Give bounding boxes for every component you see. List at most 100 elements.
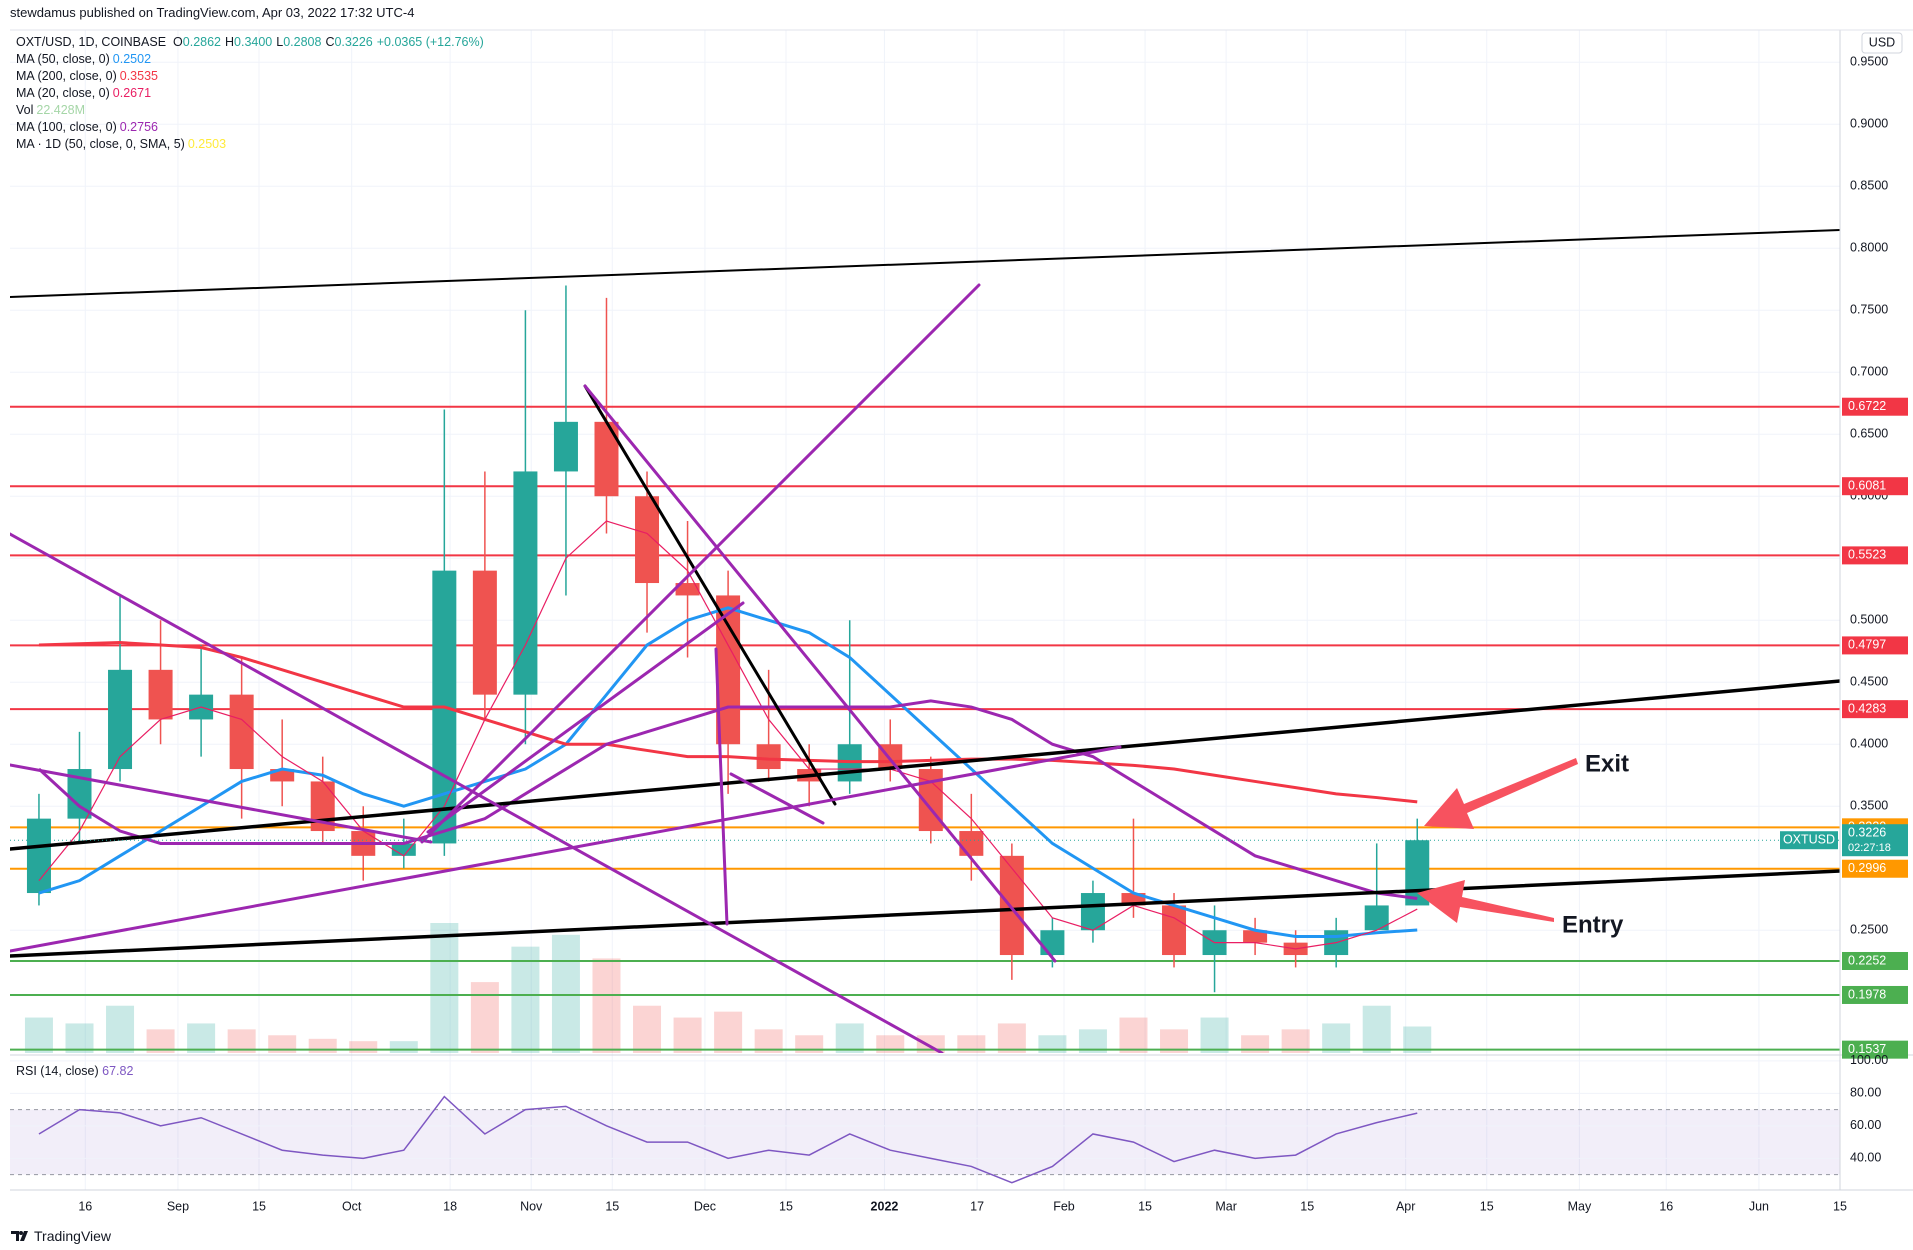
legend-name: MA (20, close, 0) <box>16 86 110 100</box>
trendline <box>583 384 837 806</box>
currency: USD <box>1869 35 1895 49</box>
ma-line <box>38 520 1418 950</box>
legend-value: 0.2756 <box>119 120 158 134</box>
candle-body <box>675 583 700 596</box>
ma-line <box>38 606 1418 938</box>
legend-value: 0.3535 <box>119 69 158 83</box>
x-tick-label: 15 <box>779 1199 793 1213</box>
trendline <box>10 532 944 1053</box>
y-tick-label: 0.8000 <box>1850 241 1888 255</box>
legend-name: MA · 1D (50, close, 0, SMA, 5) <box>16 137 185 151</box>
entry-arrow <box>1417 880 1554 923</box>
volume-bar <box>876 1035 905 1053</box>
x-tick-label: 15 <box>605 1199 619 1213</box>
rsi-pane <box>10 1060 1840 1184</box>
legend-name: RSI (14, close) <box>16 1064 99 1078</box>
rsi-line <box>38 1095 1418 1184</box>
volume-bar <box>835 1023 864 1053</box>
level-label: 0.2252 <box>1848 953 1886 967</box>
x-tick-label: 15 <box>252 1199 266 1213</box>
legend-row: MA · 1D (50, close, 0, SMA, 5) 0.2503 <box>16 136 484 153</box>
x-tick-label: 18 <box>443 1199 457 1213</box>
volume-bar <box>430 923 459 1053</box>
legend-name: MA (200, close, 0) <box>16 69 117 83</box>
x-tick-label: 16 <box>1659 1199 1673 1213</box>
candle-body <box>1080 893 1105 931</box>
level-box <box>1842 951 1908 970</box>
brand: TradingView <box>34 1228 112 1244</box>
trendline <box>10 869 1840 958</box>
volume-bar <box>268 1035 297 1053</box>
legend-value: 22.428M <box>36 103 86 117</box>
ohlc-label: L <box>276 35 284 49</box>
rsi-legend: RSI (14, close) 67.82 <box>16 1064 133 1078</box>
legend-name: MA (100, close, 0) <box>16 120 117 134</box>
level-box <box>1842 477 1908 496</box>
y-tick-label: 0.5000 <box>1850 613 1888 627</box>
grid <box>10 30 1841 1190</box>
x-tick-label: Dec <box>694 1199 716 1213</box>
volume-bar <box>146 1029 175 1053</box>
legend-name: Vol <box>16 103 34 117</box>
volume-bar <box>551 934 580 1053</box>
volume-bar <box>714 1011 743 1053</box>
x-tick-label: Jun <box>1749 1199 1769 1213</box>
level-box <box>1842 985 1908 1004</box>
x-tick-label: Apr <box>1396 1199 1415 1213</box>
header: stewdamus published on TradingView.com, … <box>10 5 415 20</box>
legend-value: 67.82 <box>102 1064 134 1078</box>
candle-body <box>148 669 173 720</box>
volume-bar <box>106 1005 135 1053</box>
ohlc-value: 0.2808 <box>283 35 322 49</box>
level-label: 0.6081 <box>1848 478 1886 492</box>
legend-row: MA (100, close, 0) 0.2756 <box>16 119 484 136</box>
trendline <box>714 647 729 926</box>
legend-row: MA (200, close, 0) 0.3535 <box>16 68 484 85</box>
x-tick-label: 16 <box>78 1199 92 1213</box>
level-label: 0.5523 <box>1848 548 1886 562</box>
trendline <box>10 745 1122 953</box>
currency-box <box>1861 32 1903 54</box>
volume-bar <box>227 1029 256 1053</box>
annotation: Entry <box>1562 911 1624 938</box>
price-pane: Exit Entry <box>10 229 1840 1053</box>
ohlc-label: C <box>325 35 335 49</box>
level-box <box>1842 859 1908 878</box>
x-tick-label: 17 <box>970 1199 984 1213</box>
ma-line <box>38 641 1418 804</box>
y-tick-label: 0.8500 <box>1850 179 1888 193</box>
volume-bar <box>754 1029 783 1053</box>
volume-bar <box>1160 1029 1189 1053</box>
legend: OXT/USD, 1D, COINBASE O0.2862 H0.3400 L0.28… <box>16 34 484 153</box>
volume-bar <box>308 1038 337 1053</box>
volume-bar <box>389 1041 418 1053</box>
x-tick-label: 15 <box>1138 1199 1152 1213</box>
trendline <box>426 601 745 834</box>
volume-bar <box>1038 1035 1067 1053</box>
legend-value: 0.2503 <box>187 137 227 151</box>
y-tick-label: 0.4500 <box>1850 675 1888 689</box>
candle-body <box>472 570 497 695</box>
trendline <box>729 772 825 825</box>
rsi-tick-label: 60.00 <box>1850 1118 1881 1132</box>
y-tick-label: 0.7500 <box>1850 303 1888 317</box>
trendline <box>10 229 1840 298</box>
change: +0.0365 (+12.76%) <box>376 35 484 49</box>
y-tick-label: 0.7000 <box>1850 365 1888 379</box>
candle-body <box>635 496 660 584</box>
volume-bar <box>1281 1029 1310 1053</box>
level-box <box>1842 546 1908 565</box>
volume-bar <box>673 1017 702 1053</box>
y-tick-label: 0.3500 <box>1850 799 1888 813</box>
level-box <box>1842 397 1908 416</box>
volume-bar <box>24 1017 53 1053</box>
trendline <box>10 763 433 844</box>
x-tick-label: 15 <box>1833 1199 1847 1213</box>
logo <box>11 1231 28 1241</box>
volume-bar <box>916 1035 945 1053</box>
volume-bar <box>1362 1005 1391 1053</box>
rsi-band <box>10 1109 1840 1175</box>
x-tick-label: 15 <box>1300 1199 1314 1213</box>
